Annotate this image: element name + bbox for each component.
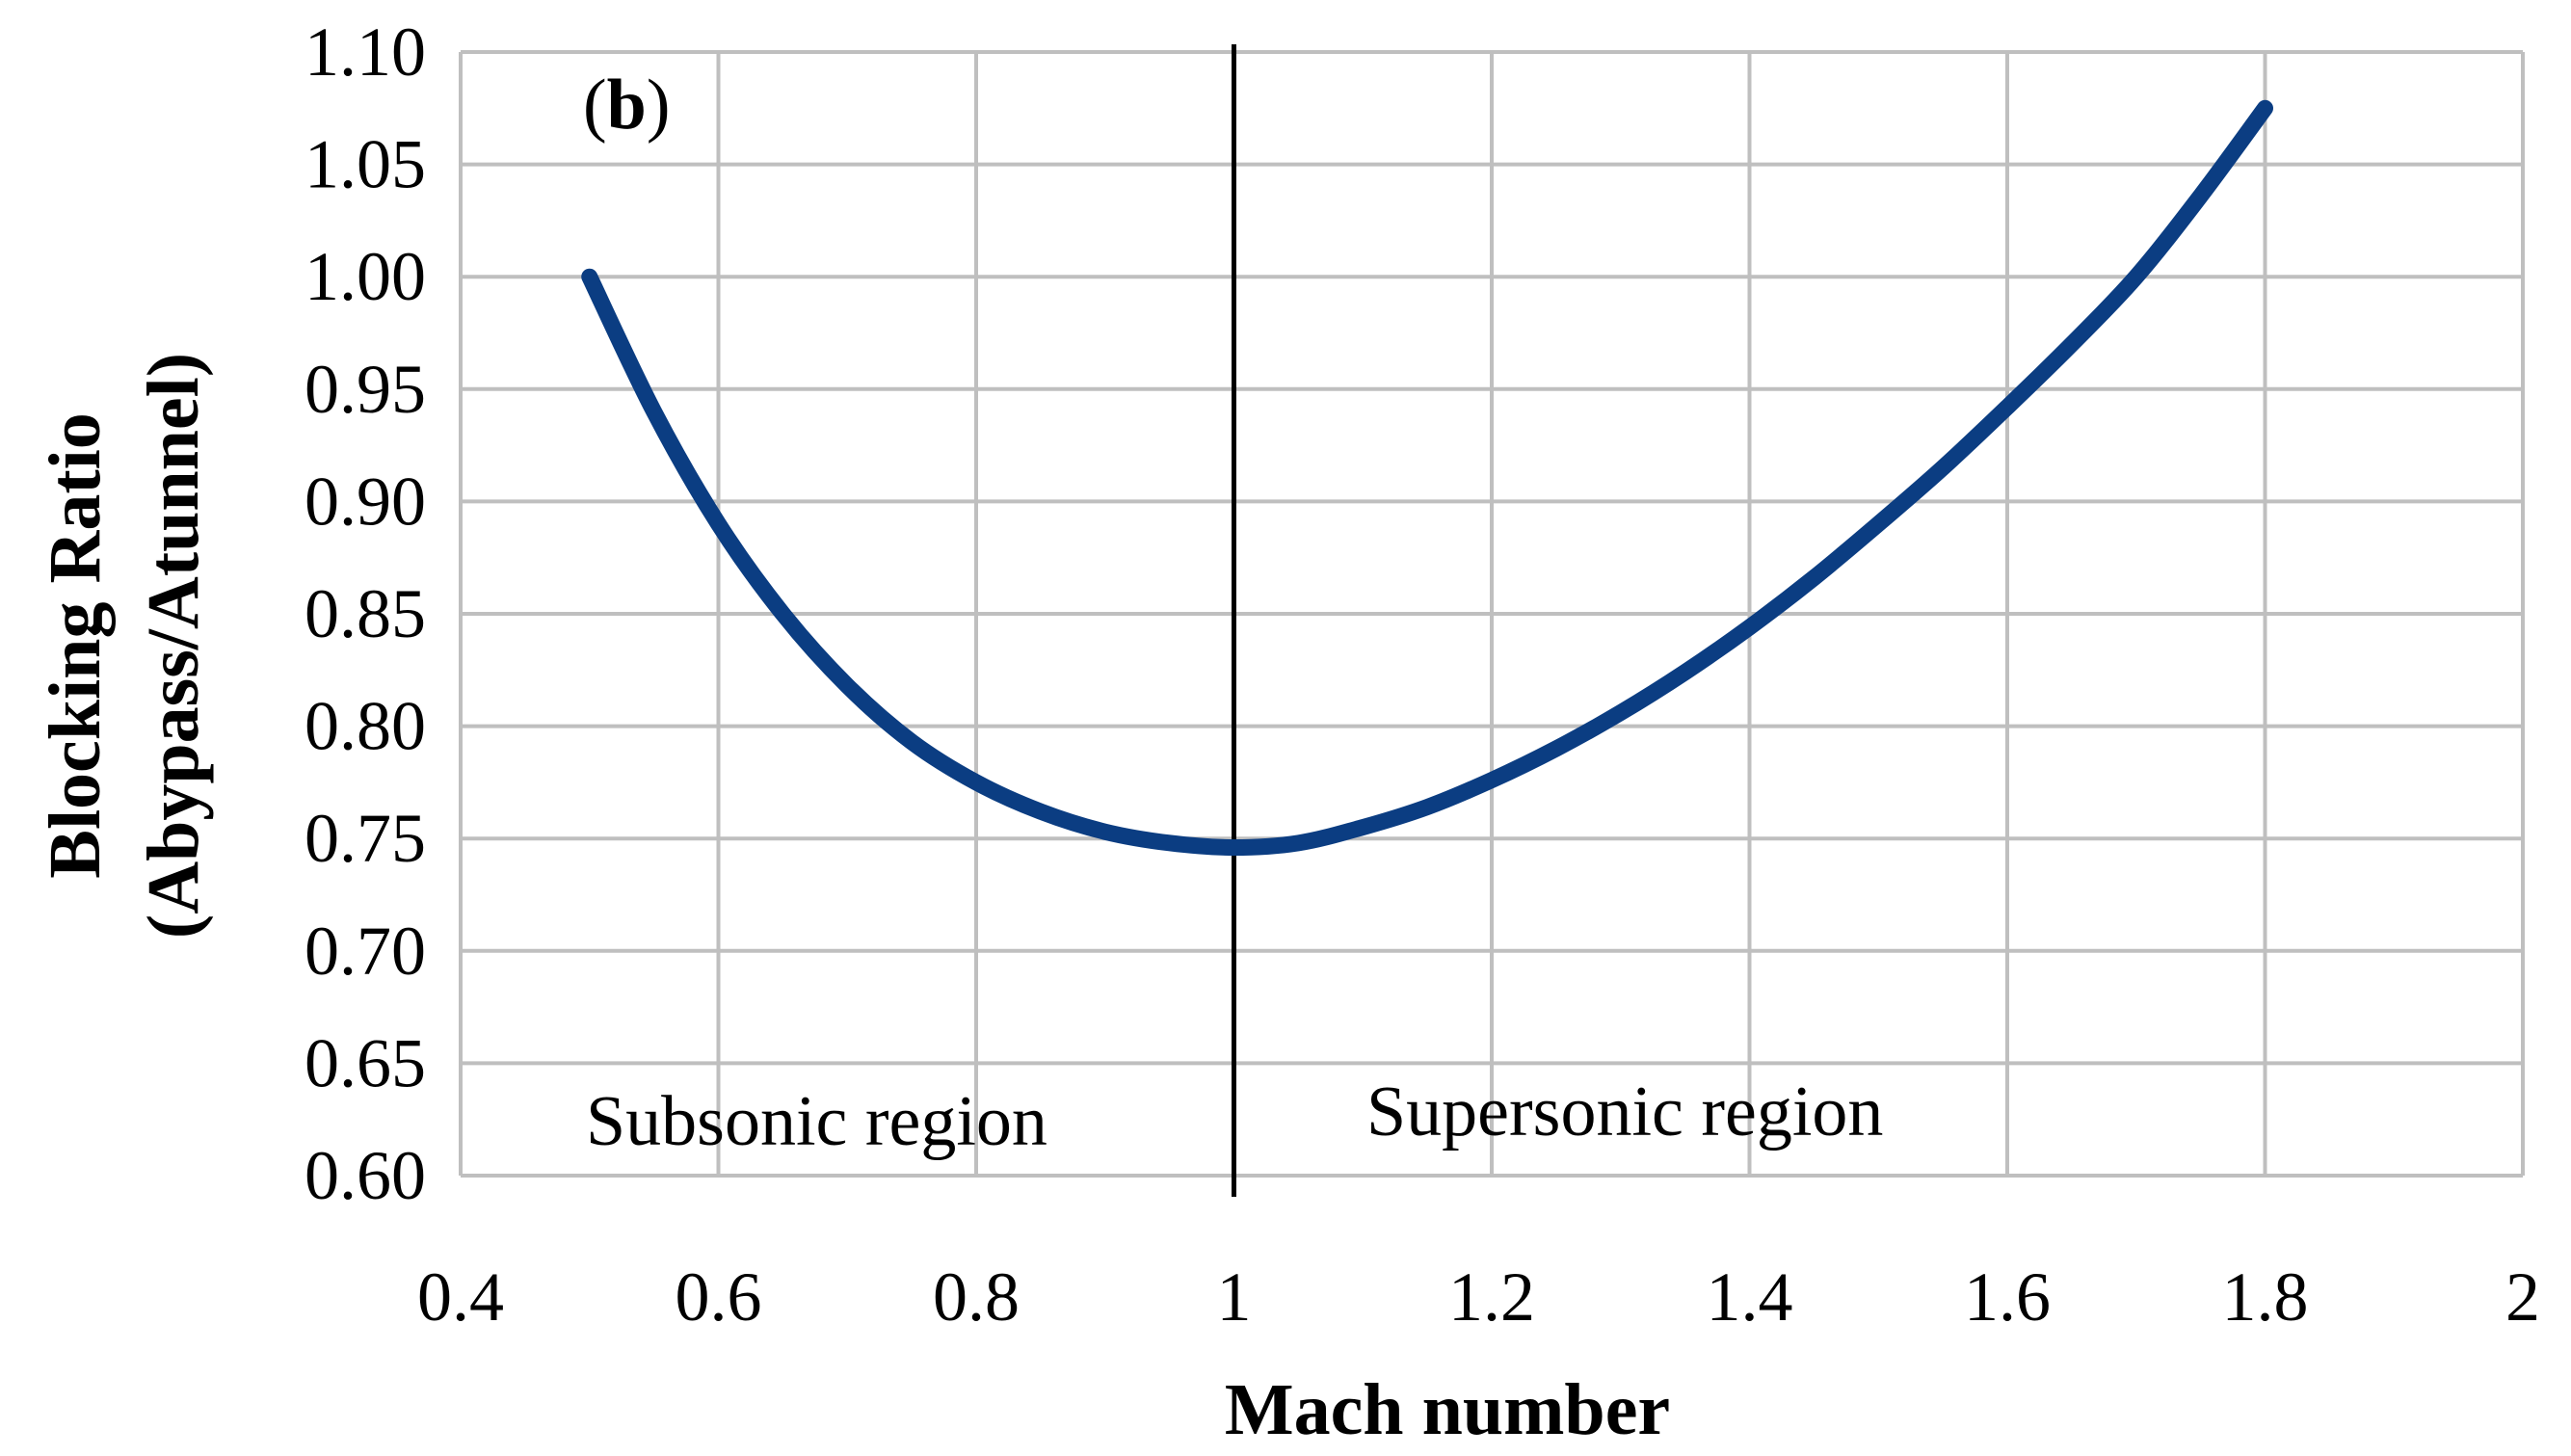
tick-labels: 0.60 0.65 0.70 0.75 0.80 0.85 0.90 0.95 1.00 1.05…: [305, 13, 2540, 1336]
y-axis-title-line2: (Abypass/Atunnel): [133, 353, 214, 939]
x-tick-label: 1.2: [1448, 1258, 1535, 1336]
y-tick-label: 0.70: [305, 913, 426, 990]
y-tick-label: 0.65: [305, 1024, 426, 1101]
x-tick-label: 0.4: [417, 1258, 504, 1336]
x-tick-label: 1.4: [1707, 1258, 1793, 1336]
y-axis-title-line1: Blocking Ratio: [35, 412, 116, 879]
blocking-ratio-line: [581, 99, 2273, 857]
y-tick-label: 1.00: [305, 238, 426, 315]
y-tick-label: 1.05: [305, 126, 426, 203]
x-tick-label: 0.8: [933, 1258, 1020, 1336]
x-axis-title: Mach number: [1225, 1369, 1670, 1450]
series: [581, 44, 2273, 1197]
x-tick-label: 1.6: [1964, 1258, 2051, 1336]
subsonic-region-label: Subsonic region: [586, 1082, 1047, 1161]
y-tick-label: 0.90: [305, 463, 426, 540]
y-tick-label: 0.80: [305, 688, 426, 765]
y-tick-label: 0.75: [305, 800, 426, 877]
panel-label: (b): [583, 66, 670, 145]
x-tick-label: 1.8: [2222, 1258, 2309, 1336]
x-tick-label: 0.6: [676, 1258, 762, 1336]
supersonic-region-label: Supersonic region: [1366, 1072, 1883, 1152]
y-tick-label: 0.60: [305, 1137, 426, 1214]
y-tick-label: 0.95: [305, 351, 426, 428]
x-tick-label: 1: [1217, 1258, 1252, 1336]
panel-label-letter: b: [607, 66, 647, 145]
panel-label-close: ): [647, 66, 671, 145]
y-tick-label: 1.10: [305, 13, 426, 91]
annotations: (b) Subsonic region Supersonic region: [583, 66, 1883, 1161]
axis-titles: Mach number Blocking Ratio (Abypass/Atun…: [35, 353, 1670, 1450]
panel-label-open: (: [583, 66, 607, 145]
grid: [459, 50, 2525, 1178]
x-tick-label: 2: [2505, 1258, 2540, 1336]
y-tick-label: 0.85: [305, 575, 426, 652]
